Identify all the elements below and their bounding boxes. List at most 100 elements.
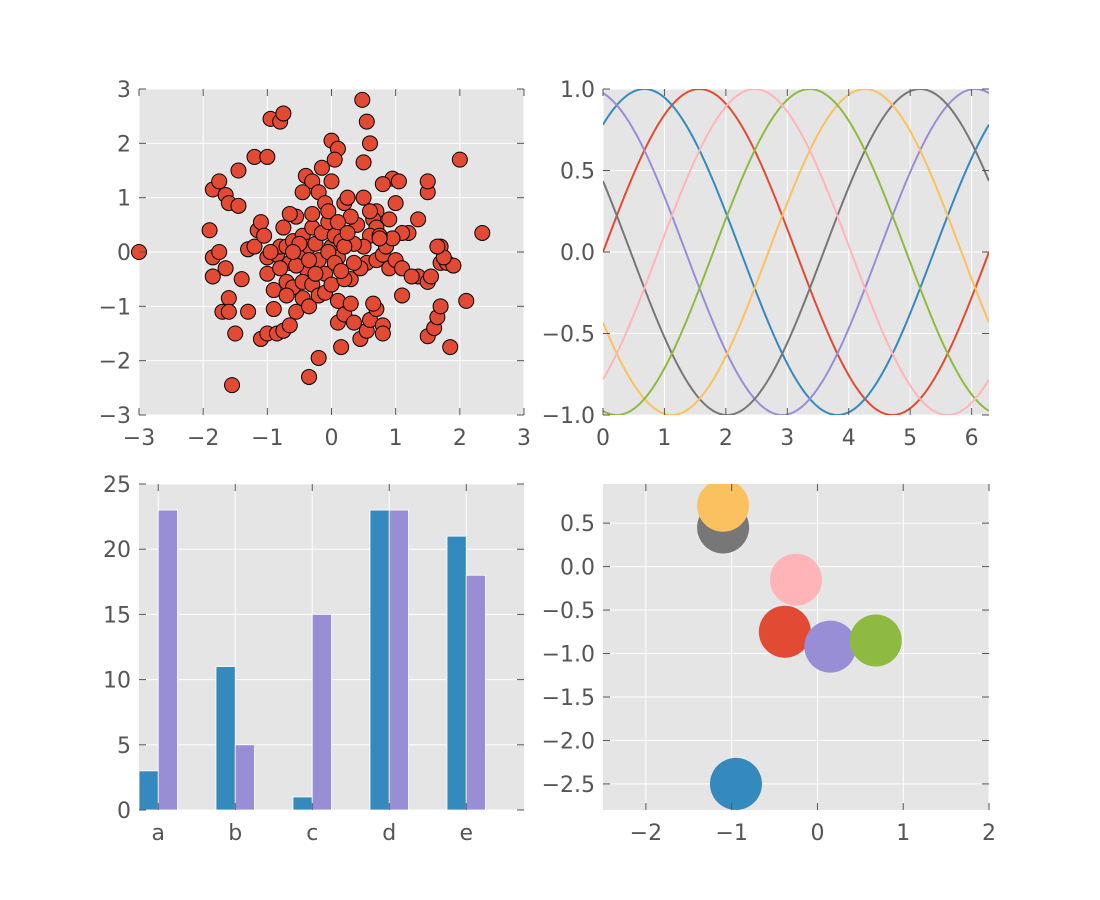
bar-series-1-e [465, 574, 486, 811]
bubble-point-2 [770, 553, 822, 606]
scatter-point-1 [201, 222, 218, 239]
scatter-xtick-label-4: 1 [389, 426, 403, 451]
scatter-point-12 [275, 105, 292, 122]
scatter-point-156 [345, 254, 362, 271]
sine-series-line-2 [603, 89, 989, 415]
scatter-point-63 [394, 287, 411, 304]
scatter-xtick-label-6: 3 [517, 426, 531, 451]
scatter-point-27 [220, 290, 237, 307]
lines-ytick-label-0: 1.0 [560, 78, 595, 103]
scatter-point-81 [390, 173, 407, 190]
bubble-point-3 [758, 605, 811, 658]
sine-series-line-5 [603, 89, 989, 415]
scatter-point-60 [432, 298, 449, 315]
bubbles-ytick-label-1: 0.0 [560, 556, 595, 581]
bubbles-xtick-label-4: 2 [982, 821, 996, 846]
scatter-ytick-label-1: 2 [117, 132, 131, 157]
bars-xtick-label-c: c [306, 821, 318, 846]
scatter-point-137 [323, 173, 340, 190]
scatter-point-28 [220, 303, 237, 320]
scatter-point-161 [329, 214, 346, 231]
bar-series-0-b [215, 666, 236, 811]
scatter-ytick-label-2: 1 [117, 187, 131, 212]
bar-series-0-e [446, 535, 467, 811]
bars-ytick-label-1: 20 [103, 538, 131, 563]
scatter-point-82 [374, 176, 391, 193]
bubbles-ytick-label-0: 0.5 [560, 512, 595, 537]
scatter-point-169 [371, 230, 388, 247]
lines-xtick-label-1: 1 [657, 426, 671, 451]
scatter-point-162 [262, 244, 279, 260]
scatter-point-72 [429, 238, 446, 255]
scatter-point-164 [333, 263, 350, 280]
bar-series-0-d [369, 509, 390, 811]
lines-xtick-label-2: 2 [719, 426, 733, 451]
lines-ytick-label-1: 0.5 [560, 160, 595, 185]
scatter-point-20 [451, 151, 468, 168]
scatter-ytick-label-4: −1 [99, 295, 131, 320]
bubble-point-1 [697, 484, 750, 532]
scatter-point-3 [211, 173, 228, 190]
bubble-point-6 [709, 757, 762, 810]
scatter-point-139 [281, 205, 298, 222]
scatter-point-61 [442, 339, 459, 356]
sine-series-line-0 [603, 89, 989, 415]
scatter-xtick-label-0: −3 [123, 426, 155, 451]
scatter-point-74 [419, 173, 436, 190]
scatter-xtick-label-3: 0 [325, 426, 339, 451]
scatter-point-46 [333, 339, 350, 356]
scatter-point-62 [458, 292, 475, 309]
bubbles-xtick-label-3: 1 [896, 821, 910, 846]
scatter-point-75 [410, 211, 427, 228]
scatter-xtick-label-1: −2 [187, 426, 219, 451]
bar-series-1-a [157, 509, 178, 811]
scatter-point-165 [339, 224, 356, 241]
bubble-scatter-panel-bottom-right: −2 −1 0 1 2 0.5 0.0 −0.5 −1.0 −1.5 −2.0 −2.5 [542, 484, 996, 846]
scatter-point-49 [345, 314, 362, 331]
scatter-point-43 [301, 298, 318, 315]
scatter-point-128 [339, 189, 356, 206]
scatter-point-107 [275, 219, 292, 236]
scatter-point-38 [265, 301, 282, 318]
lines-xtick-label-5: 5 [903, 426, 917, 451]
bubbles-xtick-label-1: −1 [715, 821, 747, 846]
scatter-point-79 [381, 211, 398, 228]
bars-ytick-label-4: 5 [117, 734, 131, 759]
bubble-point-5 [849, 614, 902, 667]
scatter-point-9 [259, 148, 276, 165]
scatter-point-159 [313, 159, 330, 176]
scatter-point-19 [355, 154, 372, 171]
bars-xtick-label-d: d [382, 821, 396, 846]
scatter-point-17 [358, 113, 375, 130]
scatter-point-6 [230, 197, 247, 214]
scatter-point-168 [362, 203, 378, 220]
bubbles-ytick-label-6: −2.5 [542, 773, 595, 798]
sine-series-line-6 [603, 89, 989, 415]
scatter-point-15 [326, 151, 343, 168]
scatter-point-157 [307, 265, 324, 282]
scatter-ytick-label-6: −3 [99, 404, 131, 429]
sine-series-line-1 [603, 89, 989, 415]
lines-xtick-label-6: 6 [965, 426, 979, 451]
scatter-point-163 [285, 244, 301, 260]
scatter-xtick-label-2: −1 [251, 426, 283, 451]
bubble-point-4 [804, 620, 857, 673]
scatter-point-66 [422, 268, 439, 285]
bubbles-xtick-label-2: 0 [810, 821, 824, 846]
scatter-point-78 [387, 195, 404, 212]
scatter-point-18 [362, 135, 378, 152]
bubbles-ytick-label-2: −0.5 [542, 599, 595, 624]
sine-series-line-4 [603, 89, 989, 415]
bars-xtick-label-e: e [459, 821, 473, 846]
bars-ytick-label-2: 15 [103, 603, 131, 628]
scatter-ytick-label-3: 0 [117, 241, 131, 266]
bubbles-ytick-label-4: −1.5 [542, 686, 595, 711]
bar-series-1-d [388, 509, 409, 811]
lines-ytick-label-3: −0.5 [542, 323, 595, 348]
bar-series-0-a [138, 770, 159, 811]
scatter-point-45 [301, 368, 318, 385]
bars-xtick-label-b: b [228, 821, 242, 846]
scatter-point-44 [310, 349, 327, 366]
scatter-point-160 [320, 203, 337, 220]
